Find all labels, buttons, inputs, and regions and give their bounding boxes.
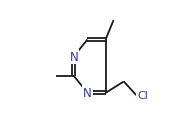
- Text: Cl: Cl: [137, 90, 148, 100]
- Text: N: N: [69, 51, 78, 63]
- Text: Cl: Cl: [137, 90, 148, 100]
- Text: N: N: [83, 87, 92, 100]
- Text: N: N: [69, 51, 78, 63]
- Text: N: N: [83, 87, 92, 100]
